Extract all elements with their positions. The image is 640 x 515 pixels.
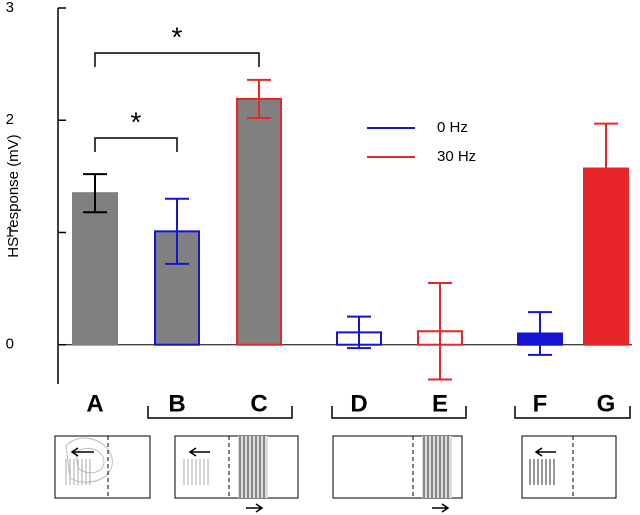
- significance-bracket: [94, 52, 260, 67]
- stimulus-icons: [54, 435, 617, 513]
- error-bar: [528, 311, 552, 356]
- category-label: E: [432, 390, 448, 417]
- y-axis-label: HS response (mV): [5, 134, 22, 257]
- bar: [72, 192, 118, 346]
- error-bar: [428, 281, 452, 381]
- category-label: A: [86, 390, 103, 417]
- y-tick-label: 1: [6, 223, 14, 240]
- significance-bracket: [94, 137, 178, 152]
- significance-star: *: [172, 21, 183, 52]
- category-label: F: [533, 390, 548, 417]
- group-brackets: [147, 406, 631, 419]
- bar: [236, 97, 282, 346]
- y-tick-label: 0: [6, 336, 14, 353]
- error-bar: [347, 315, 371, 350]
- legend-label: 0 Hz: [437, 119, 468, 136]
- category-label: C: [250, 390, 267, 417]
- y-tick-label: 3: [6, 0, 14, 16]
- category-label: B: [168, 390, 185, 417]
- legend-label: 30 Hz: [437, 148, 476, 165]
- error-bar: [165, 197, 189, 265]
- error-bar: [247, 78, 271, 119]
- y-tick-label: 2: [6, 111, 14, 128]
- error-bar: [83, 173, 107, 214]
- error-bar: [594, 122, 618, 215]
- category-label: D: [350, 390, 367, 417]
- category-label: G: [597, 390, 616, 417]
- significance-star: *: [131, 106, 142, 137]
